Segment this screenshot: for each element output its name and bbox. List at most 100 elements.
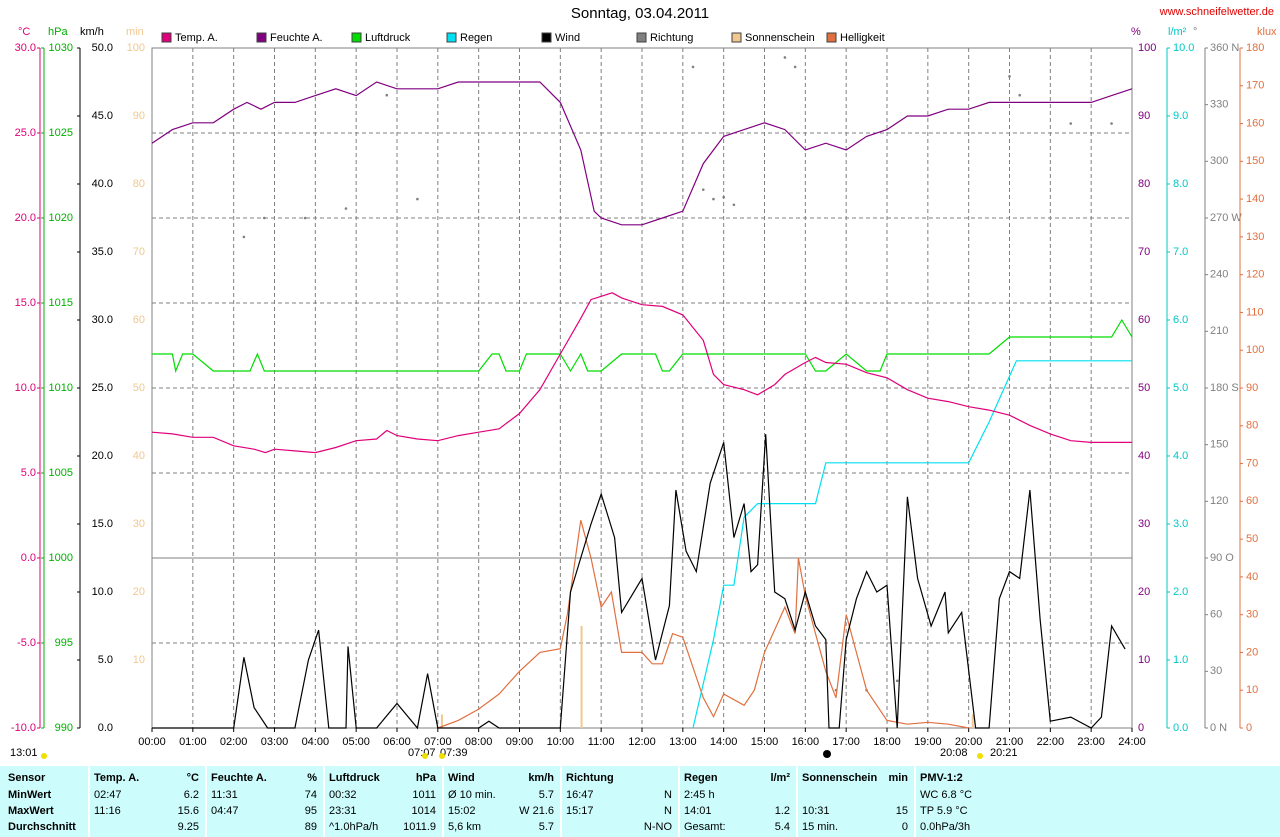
y-tick-label: 30 bbox=[133, 518, 145, 530]
y-tick-label: 90 bbox=[1138, 110, 1150, 122]
y-tick-label: 120 bbox=[1210, 495, 1228, 507]
direction-dot bbox=[385, 93, 389, 97]
direction-dot bbox=[262, 216, 266, 220]
table-cell: 6.2 bbox=[184, 789, 199, 801]
time-annotation: 07:39 bbox=[440, 747, 468, 759]
x-tick-label: 13:00 bbox=[669, 736, 697, 748]
legend-label: Richtung bbox=[650, 32, 693, 44]
direction-dot bbox=[691, 65, 695, 69]
x-tick-label: 23:00 bbox=[1077, 736, 1105, 748]
table-cell: TP 5.9 °C bbox=[920, 805, 968, 817]
y-tick-label: 7.0 bbox=[1173, 246, 1188, 258]
axis-unit: hPa bbox=[48, 26, 68, 38]
y-tick-label: 60 bbox=[1210, 609, 1222, 621]
table-cell: WC 6.8 °C bbox=[920, 789, 972, 801]
y-tick-label: 45.0 bbox=[92, 110, 113, 122]
y-tick-label: 50.0 bbox=[92, 42, 113, 54]
table-cell: MinWert bbox=[8, 789, 52, 801]
y-tick-label: 150 bbox=[1246, 155, 1264, 167]
y-tick-label: 15.0 bbox=[92, 518, 113, 530]
y-tick-label: 1020 bbox=[49, 212, 73, 224]
y-tick-label: 50 bbox=[1246, 533, 1258, 545]
x-tick-label: 16:00 bbox=[792, 736, 820, 748]
x-tick-label: 07:00 bbox=[424, 736, 452, 748]
x-tick-label: 19:00 bbox=[914, 736, 942, 748]
y-tick-label: 360 N bbox=[1210, 42, 1239, 54]
y-tick-label: 160 bbox=[1246, 117, 1264, 129]
y-tick-label: 8.0 bbox=[1173, 178, 1188, 190]
table-cell: 15:17 bbox=[566, 805, 594, 817]
direction-dot bbox=[1110, 122, 1113, 125]
y-tick-label: 150 bbox=[1210, 439, 1228, 451]
table-cell: 5.7 bbox=[539, 789, 554, 801]
y-tick-label: 0.0 bbox=[21, 552, 36, 564]
y-tick-label: 110 bbox=[1246, 306, 1264, 318]
table-cell: 23:31 bbox=[329, 805, 357, 817]
table-cell: 16:47 bbox=[566, 789, 594, 801]
table-cell: min bbox=[888, 772, 908, 784]
table-cell: Feuchte A. bbox=[211, 772, 267, 784]
y-tick-label: 210 bbox=[1210, 325, 1228, 337]
y-tick-label: 25.0 bbox=[15, 127, 36, 139]
y-tick-label: 5.0 bbox=[98, 654, 113, 666]
y-tick-label: 70 bbox=[1246, 457, 1258, 469]
table-cell: 1011.9 bbox=[403, 821, 436, 833]
table-cell: Sensor bbox=[8, 772, 46, 784]
table-cell: 1.2 bbox=[775, 805, 790, 817]
table-cell: 9.25 bbox=[178, 821, 199, 833]
table-cell: 5,6 km bbox=[448, 821, 481, 833]
legend-label: Luftdruck bbox=[365, 32, 411, 44]
x-tick-label: 24:00 bbox=[1118, 736, 1146, 748]
x-tick-label: 11:00 bbox=[588, 736, 615, 748]
sun-icon bbox=[41, 753, 47, 759]
table-cell: 95 bbox=[305, 805, 317, 817]
legend-label: Temp. A. bbox=[175, 32, 218, 44]
direction-dot bbox=[712, 197, 715, 201]
sun-icon bbox=[439, 753, 445, 759]
x-tick-label: 22:00 bbox=[1037, 736, 1065, 748]
sunshine-bar bbox=[580, 626, 583, 728]
y-tick-label: 20.0 bbox=[92, 450, 113, 462]
table-cell: 11:31 bbox=[211, 789, 238, 801]
table-cell: Wind bbox=[448, 772, 475, 784]
series-line bbox=[437, 520, 969, 729]
table-cell: 15:02 bbox=[448, 805, 476, 817]
direction-dot bbox=[1069, 122, 1073, 125]
y-tick-label: -10.0 bbox=[11, 722, 36, 734]
axis-unit: ° bbox=[1193, 26, 1197, 38]
legend-label: Wind bbox=[555, 32, 580, 44]
y-tick-label: 1030 bbox=[49, 42, 73, 54]
x-tick-label: 17:00 bbox=[832, 736, 860, 748]
legend-label: Regen bbox=[460, 32, 492, 44]
x-tick-label: 14:00 bbox=[710, 736, 738, 748]
table-cell: 15 min. bbox=[802, 821, 838, 833]
y-tick-label: 15.0 bbox=[15, 297, 36, 309]
y-tick-label: 40.0 bbox=[92, 178, 113, 190]
table-cell: 5.4 bbox=[775, 821, 790, 833]
time-annotation: 20:21 bbox=[990, 747, 1018, 759]
y-tick-label: 300 bbox=[1210, 155, 1228, 167]
y-tick-label: 20 bbox=[1246, 646, 1258, 658]
table-cell: Sonnenschein bbox=[802, 772, 877, 784]
y-tick-label: 60 bbox=[133, 314, 145, 326]
axis-unit: °C bbox=[18, 26, 30, 38]
y-tick-label: 120 bbox=[1246, 269, 1264, 281]
y-tick-label: 1025 bbox=[49, 127, 73, 139]
y-tick-label: 330 bbox=[1210, 99, 1228, 111]
y-tick-label: 990 bbox=[55, 722, 73, 734]
table-cell: MaxWert bbox=[8, 805, 54, 817]
legend-swatch bbox=[826, 32, 837, 43]
y-tick-label: 0 N bbox=[1210, 722, 1227, 734]
sunshine-bar bbox=[440, 714, 443, 728]
y-tick-label: 130 bbox=[1246, 231, 1264, 243]
y-tick-label: 1010 bbox=[49, 382, 73, 394]
y-tick-label: 1000 bbox=[49, 552, 73, 564]
legend-label: Feuchte A. bbox=[270, 32, 323, 44]
y-tick-label: 10 bbox=[1138, 654, 1150, 666]
table-cell: N bbox=[664, 805, 672, 817]
table-cell: Durchschnitt bbox=[8, 821, 76, 833]
x-tick-label: 18:00 bbox=[873, 736, 901, 748]
y-tick-label: 40 bbox=[1138, 450, 1150, 462]
marker bbox=[823, 750, 831, 758]
